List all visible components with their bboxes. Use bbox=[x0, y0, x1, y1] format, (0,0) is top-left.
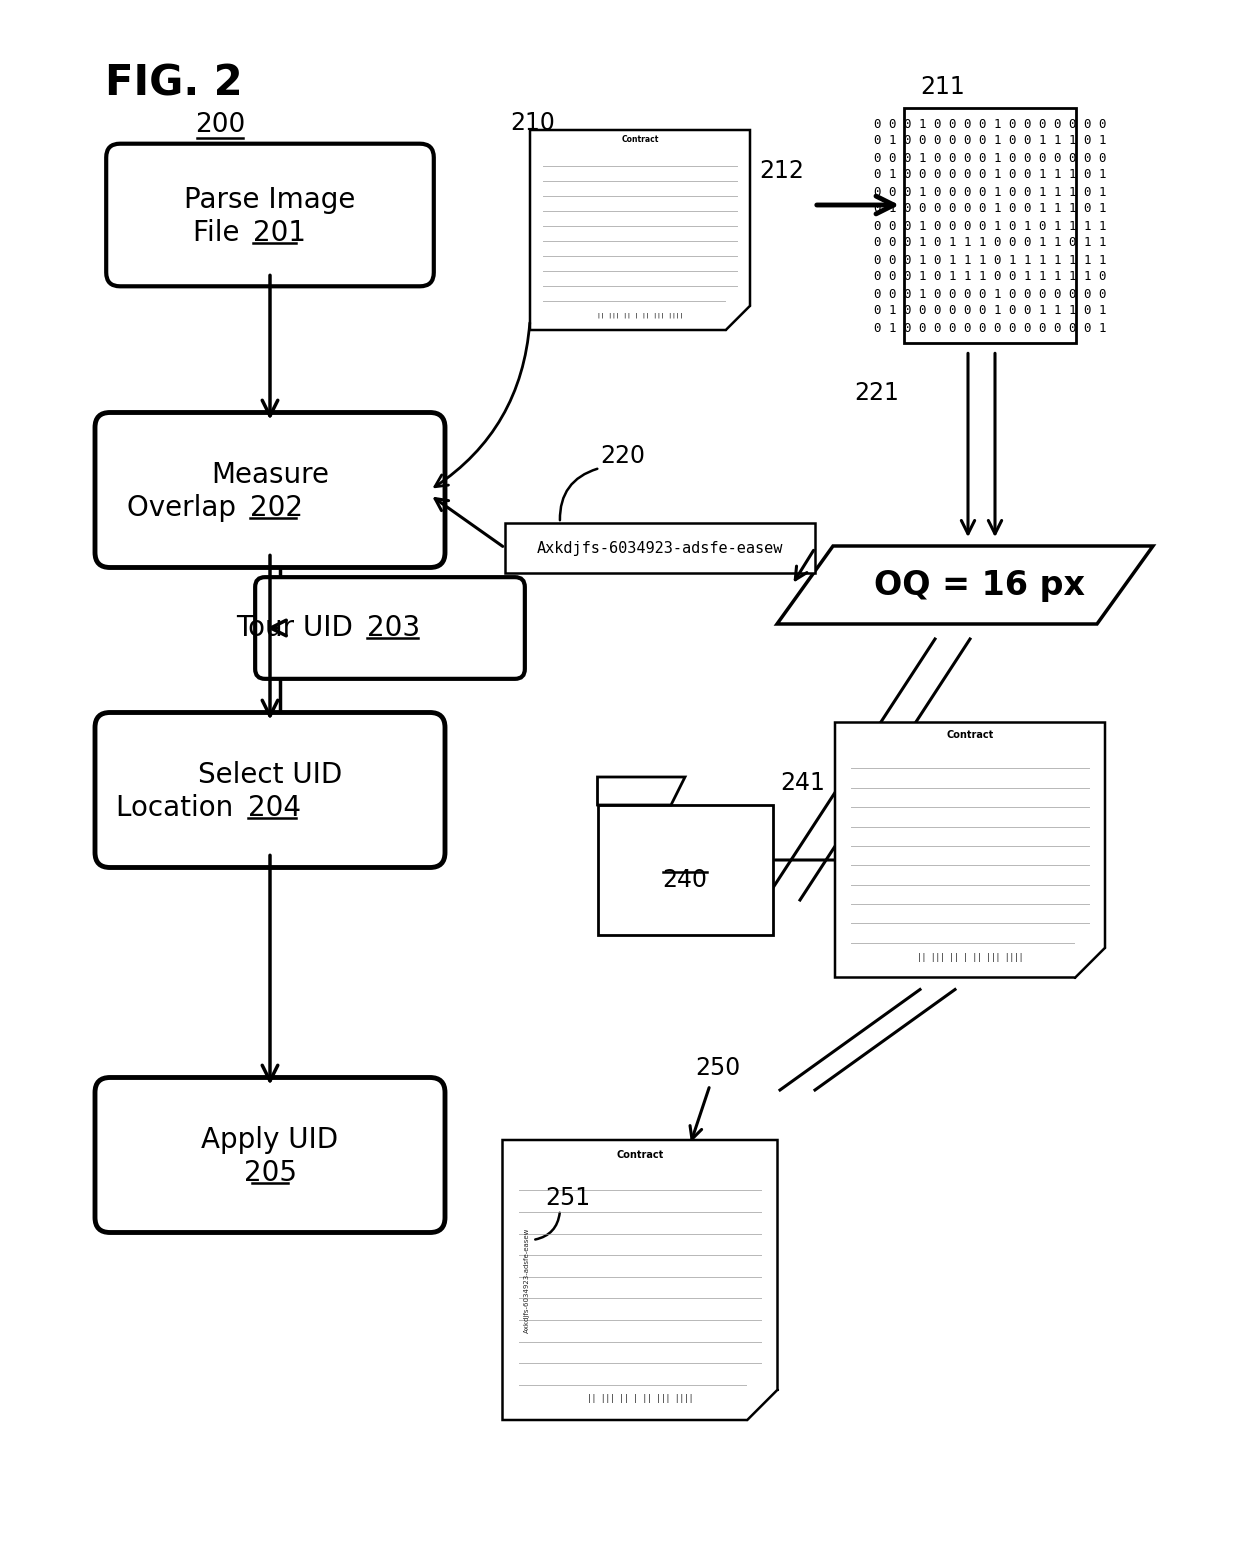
Polygon shape bbox=[529, 130, 750, 330]
Polygon shape bbox=[835, 722, 1105, 978]
Polygon shape bbox=[598, 778, 684, 805]
Text: 201: 201 bbox=[253, 219, 306, 247]
Text: Axkdjfs-6034923-adsfe-easew: Axkdjfs-6034923-adsfe-easew bbox=[525, 1227, 531, 1333]
Text: 0 0 0 1 0 0 0 0 1 0 1 0 1 1 1 1: 0 0 0 1 0 0 0 0 1 0 1 0 1 1 1 1 bbox=[874, 219, 1106, 233]
Text: 220: 220 bbox=[600, 444, 645, 468]
Text: 200: 200 bbox=[195, 113, 246, 137]
Text: || ||| || | || ||| ||||: || ||| || | || ||| |||| bbox=[916, 954, 1023, 963]
Text: 0 1 0 0 0 0 0 0 0 0 0 0 0 0 0 1: 0 1 0 0 0 0 0 0 0 0 0 0 0 0 0 1 bbox=[874, 321, 1106, 335]
Text: 241: 241 bbox=[780, 772, 826, 795]
Text: 203: 203 bbox=[367, 614, 420, 642]
Text: 0 0 0 1 0 1 1 1 0 0 0 1 1 0 1 1: 0 0 0 1 0 1 1 1 0 0 0 1 1 0 1 1 bbox=[874, 236, 1106, 250]
Text: Contract: Contract bbox=[946, 730, 993, 741]
Text: Location: Location bbox=[115, 795, 242, 822]
Text: 210: 210 bbox=[510, 111, 554, 134]
Text: Tour UID: Tour UID bbox=[237, 614, 362, 642]
Polygon shape bbox=[777, 546, 1153, 623]
Text: FIG. 2: FIG. 2 bbox=[105, 62, 243, 103]
Text: 205: 205 bbox=[243, 1159, 296, 1187]
Text: Apply UID: Apply UID bbox=[201, 1126, 339, 1154]
Text: OQ = 16 px: OQ = 16 px bbox=[874, 568, 1085, 602]
Text: 250: 250 bbox=[694, 1055, 740, 1080]
Text: 0 0 0 1 0 0 0 0 1 0 0 0 0 0 0 0: 0 0 0 1 0 0 0 0 1 0 0 0 0 0 0 0 bbox=[874, 287, 1106, 301]
FancyBboxPatch shape bbox=[95, 1077, 445, 1233]
Text: Parse Image: Parse Image bbox=[185, 187, 356, 214]
FancyBboxPatch shape bbox=[95, 412, 445, 568]
Text: 0 0 0 1 0 0 0 0 1 0 0 0 0 0 0 0: 0 0 0 1 0 0 0 0 1 0 0 0 0 0 0 0 bbox=[874, 151, 1106, 165]
Text: 212: 212 bbox=[759, 159, 804, 184]
Text: 0 0 0 1 0 0 0 0 1 0 0 0 0 0 0 0: 0 0 0 1 0 0 0 0 1 0 0 0 0 0 0 0 bbox=[874, 117, 1106, 131]
Text: 0 1 0 0 0 0 0 0 1 0 0 1 1 1 0 1: 0 1 0 0 0 0 0 0 1 0 0 1 1 1 0 1 bbox=[874, 202, 1106, 216]
Text: Contract: Contract bbox=[616, 1150, 663, 1160]
FancyBboxPatch shape bbox=[107, 143, 434, 287]
Bar bbox=[904, 108, 1076, 343]
Text: 0 1 0 0 0 0 0 0 1 0 0 1 1 1 0 1: 0 1 0 0 0 0 0 0 1 0 0 1 1 1 0 1 bbox=[874, 134, 1106, 148]
Text: 204: 204 bbox=[248, 795, 301, 822]
Text: Axkdjfs-6034923-adsfe-easew: Axkdjfs-6034923-adsfe-easew bbox=[537, 540, 784, 555]
Text: 240: 240 bbox=[662, 869, 708, 892]
Text: || ||| || | || ||| ||||: || ||| || | || ||| |||| bbox=[596, 313, 683, 318]
Text: File: File bbox=[192, 219, 248, 247]
Text: 0 1 0 0 0 0 0 0 1 0 0 1 1 1 0 1: 0 1 0 0 0 0 0 0 1 0 0 1 1 1 0 1 bbox=[874, 168, 1106, 182]
Text: Contract: Contract bbox=[621, 134, 658, 143]
Bar bbox=[505, 523, 815, 572]
FancyBboxPatch shape bbox=[255, 577, 525, 679]
Text: 221: 221 bbox=[854, 381, 899, 404]
Text: 0 0 0 1 0 1 1 1 0 1 1 1 1 1 1 1: 0 0 0 1 0 1 1 1 0 1 1 1 1 1 1 1 bbox=[874, 253, 1106, 267]
Polygon shape bbox=[502, 1140, 777, 1420]
Text: Measure: Measure bbox=[211, 461, 329, 489]
Text: 0 0 0 1 0 1 1 1 0 0 1 1 1 1 1 0: 0 0 0 1 0 1 1 1 0 0 1 1 1 1 1 0 bbox=[874, 270, 1106, 284]
FancyBboxPatch shape bbox=[95, 713, 445, 867]
Bar bbox=[598, 805, 773, 935]
Text: 251: 251 bbox=[546, 1187, 590, 1210]
Text: || ||| || | || ||| ||||: || ||| || | || ||| |||| bbox=[587, 1395, 693, 1403]
Text: 202: 202 bbox=[250, 494, 303, 522]
Text: 0 1 0 0 0 0 0 0 1 0 0 1 1 1 0 1: 0 1 0 0 0 0 0 0 1 0 0 1 1 1 0 1 bbox=[874, 304, 1106, 318]
Text: 211: 211 bbox=[920, 76, 965, 99]
Text: Select UID: Select UID bbox=[198, 761, 342, 788]
Text: Overlap: Overlap bbox=[128, 494, 246, 522]
Text: 0 0 0 1 0 0 0 0 1 0 0 1 1 1 0 1: 0 0 0 1 0 0 0 0 1 0 0 1 1 1 0 1 bbox=[874, 185, 1106, 199]
